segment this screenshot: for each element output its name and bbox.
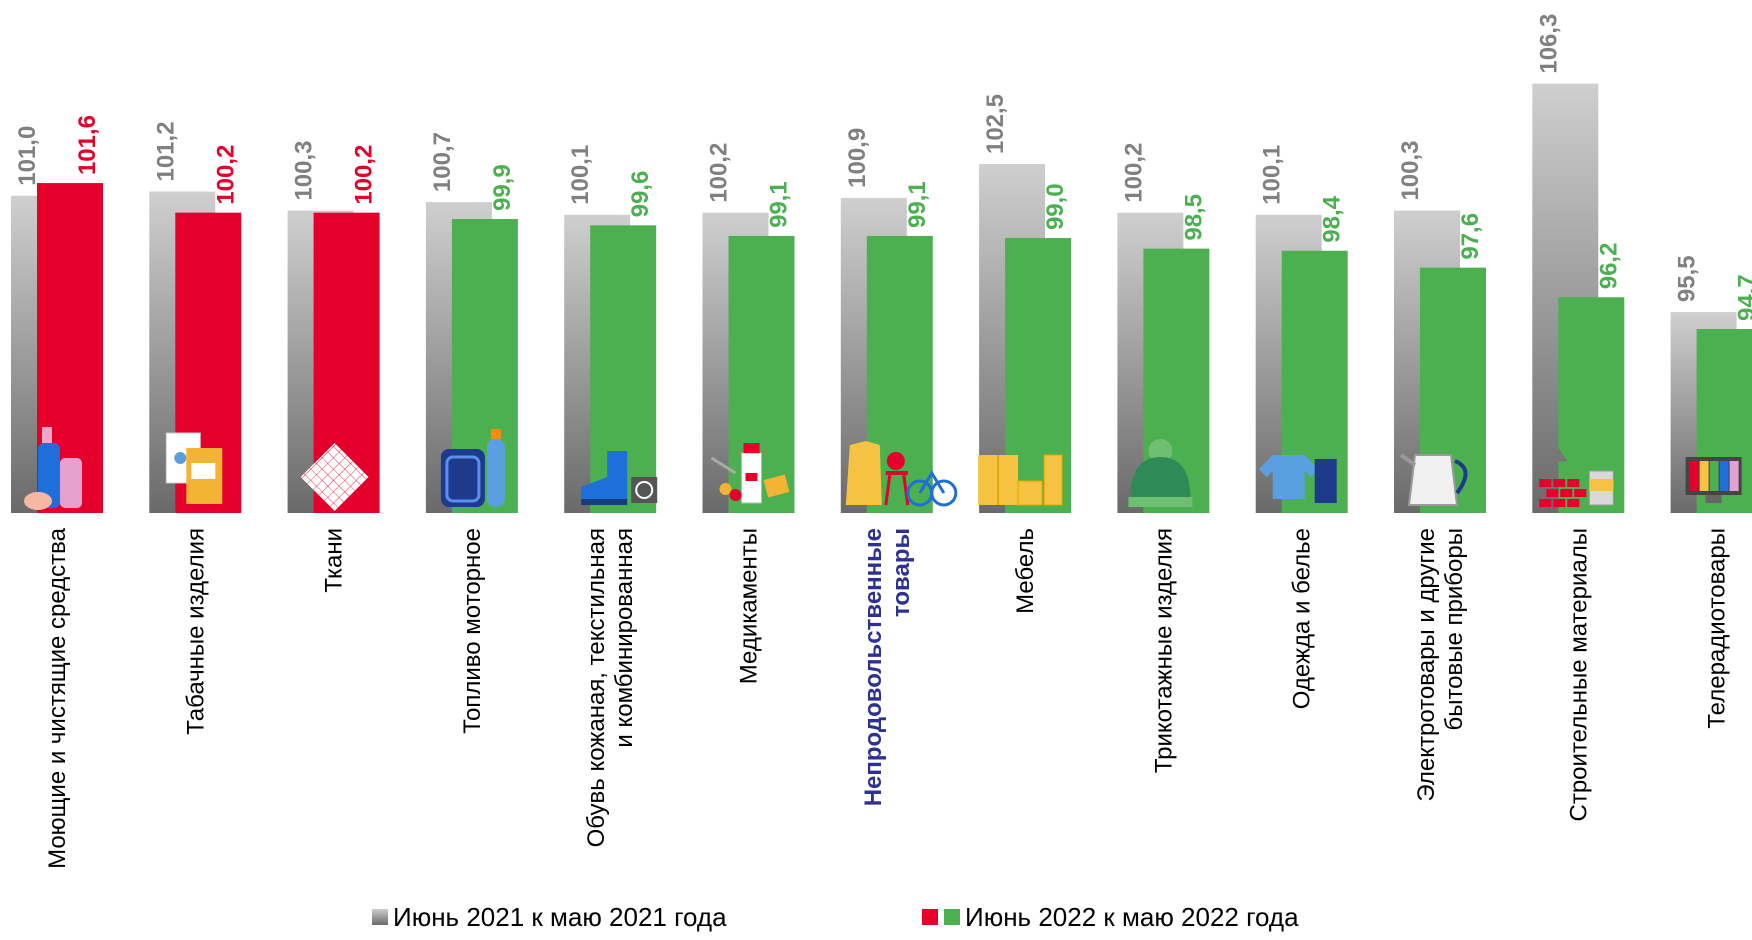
bricks-paint-icon <box>1539 449 1614 507</box>
value-label-prev: 100,2 <box>1120 143 1147 203</box>
value-label-curr: 96,2 <box>1595 243 1622 290</box>
value-label-prev: 101,2 <box>152 121 179 181</box>
value-label-curr: 101,6 <box>74 115 101 175</box>
category-label: Моющие и чистящие средства <box>44 527 71 869</box>
medicine-icon <box>710 443 790 504</box>
value-label-prev: 100,1 <box>567 145 594 205</box>
value-label-prev: 100,9 <box>844 128 871 188</box>
boot-icon <box>581 451 658 505</box>
value-label-curr: 100,2 <box>212 145 239 205</box>
value-label-curr: 98,5 <box>1180 194 1207 241</box>
value-label-curr: 99,0 <box>1042 183 1069 230</box>
legend-prev-label: Июнь 2021 к маю 2021 года <box>393 901 727 932</box>
tv-icon <box>1685 457 1742 503</box>
value-label-curr: 99,1 <box>904 181 931 228</box>
category-label: Медикаменты <box>736 528 763 684</box>
category-label: Ткани <box>321 528 348 593</box>
value-label-prev: 95,5 <box>1674 255 1701 302</box>
category-label: Строительные материалы <box>1565 528 1592 821</box>
category-label: Мебель <box>1012 528 1039 614</box>
cigarettes-icon <box>165 432 223 504</box>
category-label: Одежда и белье <box>1289 528 1316 709</box>
legend-prev: Июнь 2021 к маю 2021 года <box>372 902 727 932</box>
category-label: Электротовары и другие <box>1413 528 1440 802</box>
legend-up-swatch <box>922 909 938 925</box>
legend-down-swatch <box>944 909 960 925</box>
kettle-icon <box>1399 453 1468 506</box>
category-label: Непродовольственные <box>860 528 887 806</box>
detergent-icon <box>24 427 82 510</box>
value-label-prev: 102,5 <box>982 94 1009 154</box>
category-label: Табачные изделия <box>182 528 209 735</box>
clothes-icon <box>1258 455 1337 503</box>
category-label: бытовые приборы <box>1441 528 1468 731</box>
value-label-prev: 100,7 <box>429 132 456 192</box>
fuel-canister-icon <box>440 429 505 507</box>
category-label: и комбинированная <box>611 528 638 748</box>
value-label-prev: 100,1 <box>1259 145 1286 205</box>
category-label: товары <box>888 528 915 617</box>
value-label-curr: 99,6 <box>627 171 654 218</box>
value-label-curr: 99,1 <box>766 181 793 228</box>
value-label-prev: 106,3 <box>1535 14 1562 74</box>
furniture-icon <box>978 454 1063 506</box>
value-label-prev: 100,2 <box>706 143 733 203</box>
value-label-prev: 100,3 <box>1397 140 1424 200</box>
goods-icon <box>845 441 958 507</box>
value-label-prev: 101,0 <box>14 126 41 186</box>
legend-curr: Июнь 2022 к маю 2022 года <box>922 902 1299 932</box>
value-label-curr: 100,2 <box>351 145 378 205</box>
knit-hat-icon <box>1128 439 1193 507</box>
category-label: Трикотажные изделия <box>1150 528 1177 773</box>
legend-prev-swatch <box>372 909 388 925</box>
category-label: Обувь кожаная, текстильная <box>583 528 610 847</box>
category-label: Топливо моторное <box>459 528 486 734</box>
value-label-curr: 94,7 <box>1734 274 1752 321</box>
value-label-prev: 100,3 <box>291 140 318 200</box>
category-label: Телерадиотовары <box>1704 528 1731 729</box>
fabric-icon <box>300 443 369 511</box>
legend-curr-label: Июнь 2022 к маю 2022 года <box>965 901 1299 932</box>
value-label-curr: 99,9 <box>489 164 516 211</box>
value-label-curr: 98,4 <box>1319 195 1346 242</box>
value-label-curr: 97,6 <box>1457 213 1484 260</box>
